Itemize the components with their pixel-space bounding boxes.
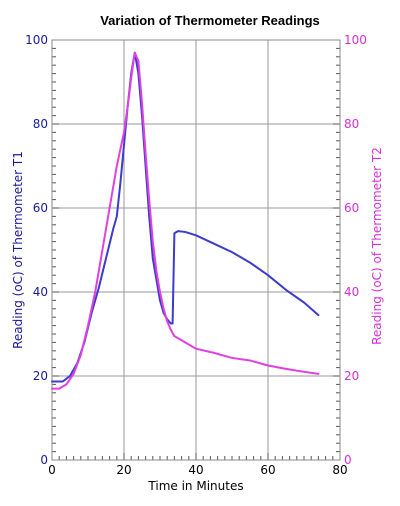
right-tick-label: 40 xyxy=(344,285,359,299)
plot-frame xyxy=(51,39,341,461)
x-tick-label: 60 xyxy=(260,463,275,477)
x-axis-label: Time in Minutes xyxy=(147,479,243,493)
x-tick-label: 0 xyxy=(48,463,56,477)
series-layer xyxy=(51,51,320,390)
left-tick-label: 80 xyxy=(33,117,48,131)
series-line-t2 xyxy=(51,51,320,390)
minor-tick-layer xyxy=(51,39,341,461)
left-tick-label: 40 xyxy=(33,285,48,299)
right-tick-label: 0 xyxy=(344,453,352,467)
right-tick-label: 100 xyxy=(344,33,367,47)
x-axis-ticks: 0 20 40 60 80 xyxy=(48,463,347,477)
chart-title: Variation of Thermometer Readings xyxy=(100,13,320,28)
right-axis-ticks: 0 20 40 60 80 100 xyxy=(344,33,367,467)
left-tick-label: 60 xyxy=(33,201,48,215)
right-axis-label: Reading (oC) of Thermometer T2 xyxy=(370,147,384,345)
right-tick-label: 20 xyxy=(344,369,359,383)
left-tick-label: 100 xyxy=(25,33,48,47)
x-tick-label: 80 xyxy=(332,463,347,477)
grid-layer xyxy=(52,40,340,460)
right-tick-label: 80 xyxy=(344,117,359,131)
series-line-t1 xyxy=(51,51,320,383)
left-tick-label: 0 xyxy=(40,453,48,467)
x-tick-label: 20 xyxy=(116,463,131,477)
left-axis-label: Reading (oC) of Thermometer T1 xyxy=(11,151,25,349)
right-tick-label: 60 xyxy=(344,201,359,215)
left-axis-ticks: 0 20 40 60 80 100 xyxy=(25,33,48,467)
x-tick-label: 40 xyxy=(188,463,203,477)
left-tick-label: 20 xyxy=(33,369,48,383)
